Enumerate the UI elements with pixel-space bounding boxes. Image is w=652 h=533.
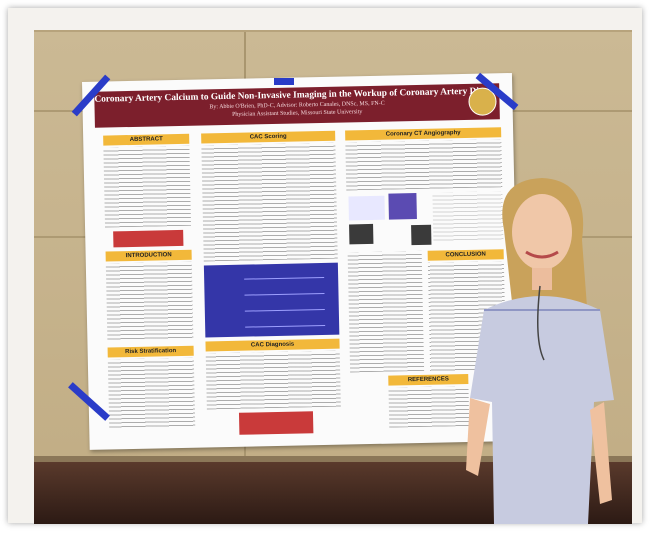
introduction-text — [105, 261, 194, 342]
poster-photo: Coronary Artery Calcium to Guide Non-Inv… — [34, 30, 632, 524]
arm — [590, 402, 612, 504]
heart-diagram — [348, 195, 385, 221]
callout-box — [238, 411, 314, 435]
section-header-abstract: ABSTRACT — [103, 133, 190, 146]
ct-image — [411, 224, 432, 246]
cac-scoring-text — [201, 142, 338, 262]
abstract-text — [103, 145, 192, 228]
necklace — [537, 285, 545, 361]
smile — [525, 250, 559, 259]
cac-diagnosis-text — [205, 350, 341, 410]
blue-tape — [274, 78, 294, 85]
section-header-risk: Risk Stratification — [107, 345, 194, 358]
poster-title-bar: Coronary Artery Calcium to Guide Non-Inv… — [94, 83, 500, 128]
chalk-ledge — [34, 456, 632, 464]
flowchart-figure — [203, 262, 340, 338]
face — [512, 194, 572, 270]
neck — [532, 268, 552, 290]
arm — [466, 398, 490, 476]
photo-frame: Coronary Artery Calcium to Guide Non-Inv… — [8, 8, 642, 524]
striped-blouse — [470, 296, 614, 524]
section-header-coronary-cta: Coronary CT Angiography — [345, 127, 502, 141]
section-header-cac-scoring: CAC Scoring — [201, 130, 336, 144]
risk-text — [107, 357, 196, 430]
callout-box — [113, 229, 184, 248]
presenter-photo — [466, 178, 614, 524]
ct-image — [349, 223, 374, 245]
section-header-introduction: INTRODUCTION — [105, 249, 192, 262]
artery-illustration — [388, 193, 417, 220]
discussion-text — [347, 250, 425, 373]
section-header-cac-diagnosis: CAC Diagnosis — [205, 338, 340, 352]
